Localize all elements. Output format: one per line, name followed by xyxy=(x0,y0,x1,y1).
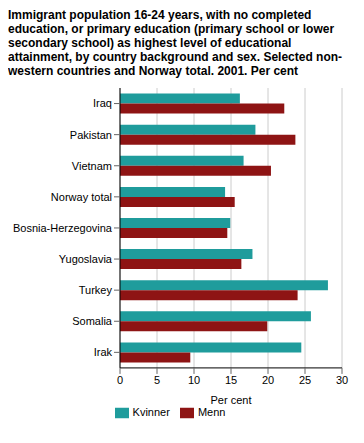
svg-text:Irak: Irak xyxy=(94,346,113,358)
svg-text:25: 25 xyxy=(299,374,311,386)
svg-text:10: 10 xyxy=(188,374,200,386)
svg-text:Somalia: Somalia xyxy=(72,315,113,327)
html-text:Menn: Menn xyxy=(197,405,226,418)
svg-text:15: 15 xyxy=(225,374,237,386)
html-text:Kvinner: Kvinner xyxy=(132,405,170,418)
svg-text:Bosnia-Herzegovina: Bosnia-Herzegovina xyxy=(13,222,113,234)
svg-text:5: 5 xyxy=(154,374,160,386)
svg-text:20: 20 xyxy=(262,374,274,386)
svg-text:Norway total: Norway total xyxy=(51,191,112,203)
svg-text:Vietnam: Vietnam xyxy=(72,160,112,172)
html-text:Immigrant population 16-24 yea: Immigrant population 16-24 years, with n… xyxy=(8,8,343,78)
svg-text:Pakistan: Pakistan xyxy=(70,129,112,141)
svg-text:Turkey: Turkey xyxy=(79,284,113,296)
svg-text:Iraq: Iraq xyxy=(93,97,112,109)
svg-text:Per cent: Per cent xyxy=(211,394,252,406)
svg-text:30: 30 xyxy=(336,374,348,386)
svg-text:0: 0 xyxy=(117,374,123,386)
svg-text:Yugoslavia: Yugoslavia xyxy=(59,253,113,265)
